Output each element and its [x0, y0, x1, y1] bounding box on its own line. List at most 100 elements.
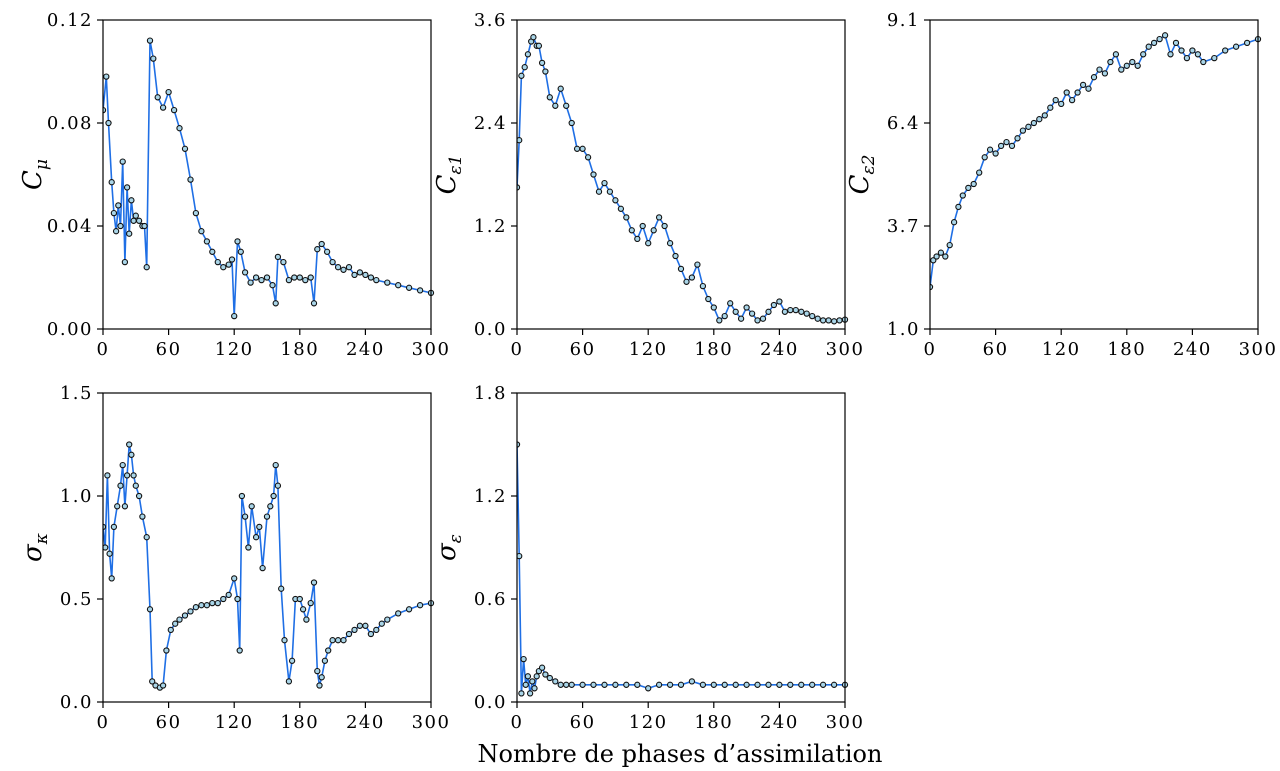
x-tick-label: 300: [412, 712, 451, 733]
data-point: [272, 461, 279, 469]
data-point: [416, 287, 424, 294]
series-line: [517, 444, 845, 695]
data-point: [351, 271, 358, 279]
data-point: [367, 630, 375, 638]
data-point: [267, 503, 274, 510]
y-tick-label: 0.04: [47, 216, 93, 237]
y-tick-label: 1.2: [474, 486, 507, 507]
data-point: [836, 317, 843, 324]
data-point: [798, 308, 805, 315]
data-point: [228, 256, 236, 263]
y-tick-label: 0.0: [474, 319, 507, 340]
data-point: [236, 647, 243, 654]
data-point: [538, 664, 546, 671]
x-axis-label: Nombre de phases d’assimilation: [478, 740, 883, 768]
x-tick-label: 0: [511, 712, 524, 733]
subplot-c-eps2: Cε2 0 60 120 180 240 300 1.0 3.7 6.4 9.1: [845, 10, 1278, 360]
data-point: [288, 657, 296, 664]
data-point: [296, 274, 303, 281]
data-point: [792, 306, 799, 314]
y-tick-label: 1.2: [474, 216, 507, 237]
data-point: [542, 671, 549, 678]
data-point: [1178, 47, 1185, 54]
data-point: [1090, 74, 1098, 81]
data-point: [252, 274, 260, 281]
data-point: [285, 678, 293, 685]
data-point: [143, 264, 150, 271]
data-point: [334, 264, 342, 271]
x-tick-label: 60: [156, 339, 182, 360]
data-point: [1096, 66, 1103, 73]
data-point: [666, 681, 674, 688]
data-point: [181, 145, 189, 152]
y-axis-label-sub: μ: [32, 159, 52, 170]
y-tick-label: 9.1: [887, 10, 920, 31]
x-tick-label: 120: [1042, 339, 1081, 360]
data-point: [263, 274, 271, 281]
data-point: [1161, 32, 1169, 39]
data-point: [1189, 47, 1196, 54]
data-point: [159, 682, 167, 689]
x-tick-label: 0: [97, 339, 110, 360]
data-point: [666, 240, 674, 247]
x-tick-label: 180: [694, 712, 733, 733]
data-point: [104, 472, 111, 479]
data-point: [1172, 39, 1180, 47]
x-tick-label: 120: [215, 712, 254, 733]
x-tick-label: 180: [280, 712, 319, 733]
data-point: [278, 585, 285, 592]
data-point: [517, 552, 523, 560]
data-point: [529, 678, 536, 685]
x-tick-label: 240: [760, 712, 799, 733]
y-axis-label-main: C: [432, 174, 462, 194]
data-point: [302, 276, 309, 284]
data-point: [765, 308, 772, 315]
data-point: [781, 308, 789, 315]
data-point: [1058, 100, 1065, 108]
data-point: [318, 240, 325, 248]
data-point: [258, 276, 265, 284]
data-point: [345, 264, 353, 271]
data-point: [1019, 127, 1027, 134]
data-point: [601, 681, 608, 688]
data-point: [314, 667, 321, 675]
data-point: [699, 681, 707, 688]
data-point: [121, 258, 129, 266]
data-point: [299, 606, 307, 613]
data-point: [765, 681, 772, 688]
data-point: [285, 276, 293, 284]
data-point: [705, 295, 712, 303]
data-point: [135, 492, 143, 500]
data-point: [699, 282, 707, 290]
plot-area: [517, 441, 849, 697]
data-point: [727, 300, 734, 307]
data-point: [986, 146, 994, 153]
data-point: [170, 106, 178, 114]
data-point: [130, 217, 137, 224]
x-tick-label: 300: [1239, 339, 1278, 360]
data-point: [563, 681, 570, 688]
data-point: [721, 681, 728, 688]
data-point: [163, 647, 170, 654]
data-point: [546, 674, 553, 682]
data-point: [694, 261, 701, 268]
data-point: [937, 249, 945, 256]
data-point: [526, 690, 534, 697]
data-point: [1036, 116, 1043, 123]
y-tick-label: 1.8: [474, 383, 507, 404]
data-point: [798, 681, 805, 688]
data-point: [198, 602, 205, 609]
data-point: [1211, 54, 1218, 62]
data-point: [247, 279, 254, 286]
data-point: [1129, 58, 1136, 66]
y-tick-label: 0.6: [474, 589, 507, 610]
data-point: [405, 284, 413, 291]
x-tick-label: 60: [983, 339, 1009, 360]
data-point: [533, 673, 540, 680]
data-point: [759, 315, 767, 322]
y-axis-label-main: σ: [18, 543, 48, 562]
data-point: [552, 678, 559, 685]
y-axis-label: σκ: [18, 533, 52, 562]
data-point: [1030, 119, 1038, 127]
data-point: [234, 595, 241, 603]
